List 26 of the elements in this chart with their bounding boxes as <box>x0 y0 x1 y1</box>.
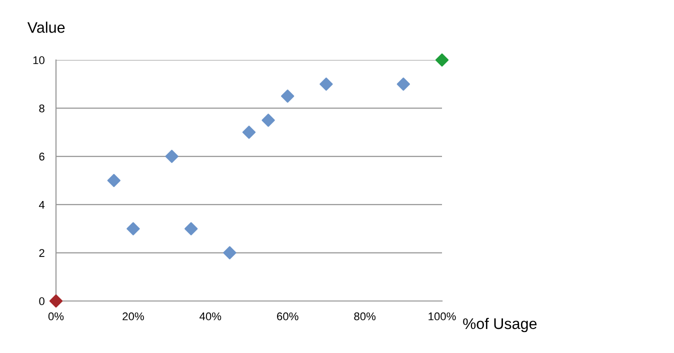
x-tick-label: 20% <box>122 312 144 320</box>
point <box>242 126 256 139</box>
point <box>184 222 198 236</box>
y-tick-label: 2 <box>39 249 44 257</box>
y-tick-label: 10 <box>33 56 44 64</box>
point <box>107 174 120 188</box>
x-tick-label: 40% <box>200 312 222 320</box>
point <box>165 150 178 163</box>
point <box>126 222 140 236</box>
x-axis-title: %of Usage <box>463 318 537 332</box>
point <box>396 78 410 91</box>
y-tick-label: 4 <box>38 200 45 209</box>
y-tick-label: 6 <box>39 152 44 161</box>
x-tick-label: 80% <box>354 312 376 320</box>
x-tick-label: 0% <box>48 312 64 320</box>
x-tick-label: 100% <box>428 312 456 320</box>
point <box>435 53 449 67</box>
point <box>262 114 275 127</box>
y-tick-label: 0 <box>39 297 44 306</box>
point <box>281 90 294 103</box>
x-tick-label: 60% <box>277 312 298 320</box>
point <box>223 246 236 260</box>
point <box>49 294 63 308</box>
y-tick-label: 8 <box>39 104 44 112</box>
y-axis-title: Value <box>27 22 65 33</box>
point <box>320 78 333 91</box>
